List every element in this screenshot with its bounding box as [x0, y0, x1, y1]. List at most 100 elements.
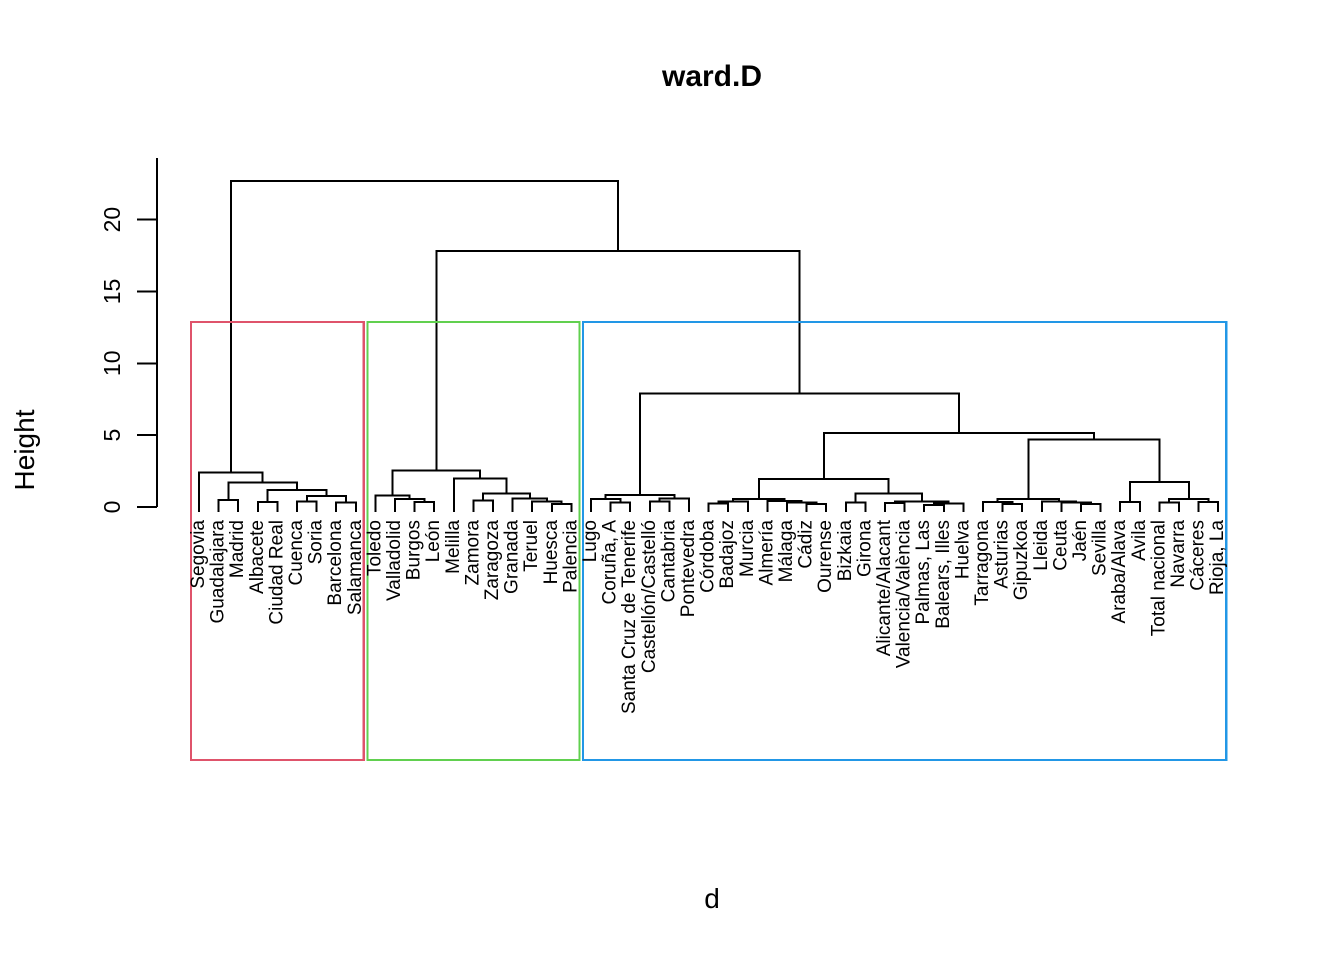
dendrogram-branch — [531, 500, 563, 512]
cluster-boxes — [189, 320, 1228, 762]
leaf-label: Santa Cruz de Tenerife — [619, 520, 640, 714]
axis-tick-label: 5 — [99, 429, 125, 442]
dendrogram-branch — [1168, 498, 1210, 503]
dendrogram-branch — [1080, 503, 1102, 512]
leaf-label: Ourense — [815, 520, 836, 593]
leaf-label: Teruel — [521, 520, 542, 572]
leaf-label: Zamora — [462, 520, 483, 586]
dendrogram-branch — [452, 477, 508, 512]
axis-tick-label: 10 — [99, 351, 125, 377]
leaf-label: Lleida — [1031, 520, 1052, 571]
leaf-label: Toledo — [364, 520, 385, 576]
leaf-label: Pontevedra — [678, 520, 699, 618]
axis-tick-label: 20 — [99, 207, 125, 233]
leaf-label: Ciudad Real — [266, 520, 287, 625]
leaf-label: Palencia — [560, 520, 581, 593]
leaf-label: Ceuta — [1050, 520, 1071, 571]
dendrogram-branch — [435, 250, 801, 471]
leaf-label: Girona — [854, 520, 875, 577]
dendrogram-branch — [550, 503, 573, 512]
dendrogram-branch — [1197, 500, 1220, 512]
x-axis-label: d — [704, 883, 720, 914]
leaf-label: Barcelona — [325, 520, 346, 606]
dendrogram-branch — [391, 469, 482, 496]
leaf-label: Rioja, La — [1207, 520, 1228, 595]
leaf-label: Castellón/Castelló — [639, 520, 660, 673]
cluster-box-cluster-2 — [366, 320, 581, 762]
y-axis: 0 5 10 15 20 — [99, 158, 158, 514]
dendrogram-branch — [844, 501, 867, 512]
cluster-box-cluster-3 — [581, 320, 1228, 762]
leaf-label: Burgos — [404, 520, 425, 580]
axis-tick-label: 0 — [99, 501, 125, 514]
leaf-label: Jaén — [1070, 520, 1091, 561]
dendrogram-branch — [996, 498, 1060, 502]
leaf-label: Córdoba — [698, 520, 719, 593]
dendrogram-branch — [884, 501, 906, 512]
leaf-label: Palmas, Las — [913, 520, 934, 625]
leaf-label: Almería — [756, 520, 777, 586]
dendrogram-branch — [822, 431, 1095, 479]
dendrogram-branch — [305, 495, 347, 503]
dendrogram-branch — [413, 500, 436, 512]
dendrogram-branch — [217, 498, 240, 512]
leaf-label: Albacete — [247, 520, 268, 594]
dendrogram-branch — [658, 497, 690, 512]
dendrogram-branch — [256, 500, 279, 512]
dendrogram-branch — [648, 500, 671, 512]
dendrogram-branch — [511, 497, 548, 512]
dendrogram-branch — [707, 502, 730, 512]
dendrogram-branch — [717, 500, 749, 512]
leaf-label: Cantabria — [658, 520, 679, 603]
leaf-label: Araba/Alava — [1109, 520, 1130, 624]
dendrogram-branch — [1027, 438, 1161, 500]
leaf-label: Bizkaia — [835, 520, 856, 582]
dendrogram-branch — [757, 477, 890, 500]
leaf-label: Badajoz — [717, 520, 738, 589]
leaf-label: Granada — [502, 520, 523, 594]
leaf-label: Lugo — [580, 520, 601, 562]
dendrogram-branch — [604, 493, 676, 500]
leaf-label: Navarra — [1168, 520, 1189, 588]
leaf-label: Gipuzkoa — [1011, 520, 1032, 601]
leaf-label: Murcia — [737, 520, 758, 577]
leaf-label: Alicante/Alacant — [874, 519, 895, 656]
leaf-label: Guadalajara — [208, 520, 229, 624]
leaf-label: Cáceres — [1188, 520, 1209, 591]
dendrogram-branch — [296, 500, 318, 512]
dendrogram-branch — [854, 492, 923, 503]
plot-title: ward.D — [661, 60, 762, 93]
dendrogram-branch — [335, 501, 357, 512]
dendrogram-branch — [805, 503, 828, 512]
leaf-label: Coruña, A — [600, 520, 621, 605]
leaf-label: León — [423, 520, 444, 562]
dendrogram-branch — [1001, 502, 1024, 512]
leaf-label: Cuenca — [286, 520, 307, 586]
leaf-label: Avila — [1129, 520, 1150, 561]
dendrogram-branch — [639, 392, 960, 495]
dendrogram-branch — [1158, 501, 1180, 512]
dendrogram-branch — [923, 503, 945, 512]
dendrogram-branch — [1119, 500, 1141, 512]
leaf-label: Salamanca — [345, 520, 366, 615]
dendrogram-branch — [394, 498, 426, 512]
dendrogram-branch — [609, 501, 632, 512]
leaf-label: Asturias — [992, 520, 1013, 589]
dendrogram-branch — [590, 498, 622, 512]
leaf-label: Huelva — [952, 520, 973, 580]
leaf-label: Melilla — [443, 520, 464, 574]
dendrogram-branch — [482, 492, 531, 501]
dendrogram-branch — [266, 488, 328, 502]
leaf-label: Madrid — [227, 520, 248, 578]
leaf-label: Balears, Illes — [933, 520, 954, 629]
leaf-label: Tarragona — [972, 520, 993, 606]
dendrogram-tree — [198, 179, 1220, 512]
leaf-label: Valladolid — [384, 520, 405, 601]
leaf-label: Sevilla — [1090, 520, 1111, 576]
axis-tick-label: 15 — [99, 279, 125, 305]
dendrogram-branch — [229, 179, 619, 473]
leaf-label: Valencia/València — [894, 520, 915, 669]
